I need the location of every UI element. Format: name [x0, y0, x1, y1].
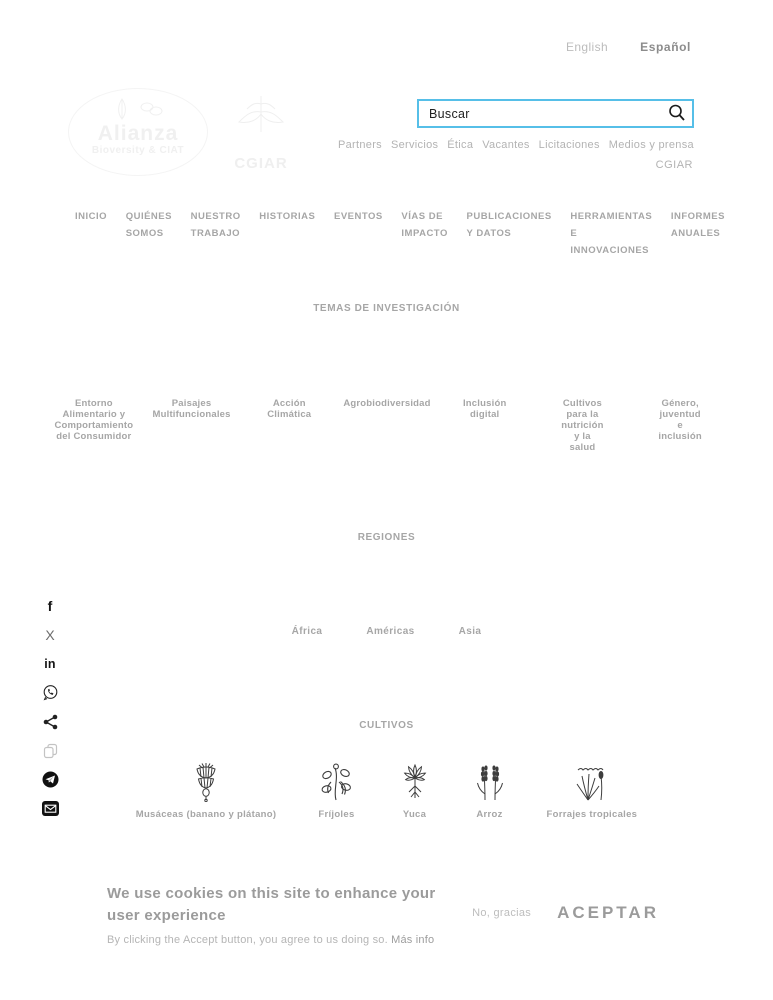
crops-row: Musáceas (banano y plátano) Fríjoles — [0, 762, 773, 820]
telegram-share-button[interactable] — [41, 771, 59, 788]
crop-label: Yuca — [402, 809, 427, 820]
crop-musaceas[interactable]: Musáceas (banano y plátano) — [136, 762, 277, 820]
secondary-nav-cgiar[interactable]: CGIAR — [655, 159, 693, 171]
social-share-bar: f X in — [41, 597, 59, 829]
language-english-link[interactable]: English — [565, 40, 609, 54]
search-input[interactable] — [419, 101, 663, 126]
nav-publicaciones-y-datos[interactable]: PUBLICACIONES Y DATOS — [466, 211, 552, 239]
crop-yuca[interactable]: Yuca — [397, 762, 433, 820]
topic-accion-climatica[interactable]: Acción Climática — [267, 398, 312, 420]
cookie-accept-button[interactable]: ACEPTAR — [557, 903, 659, 922]
cassava-leaf-icon — [397, 762, 433, 802]
region-americas[interactable]: Américas — [366, 626, 415, 637]
topic-cultivos-nutricion-salud[interactable]: Cultivos para la nutrición y la salud — [561, 398, 604, 453]
crop-label: Arroz — [476, 809, 503, 820]
topic-paisajes-multifuncionales[interactable]: Paisajes Multifuncionales — [152, 398, 231, 420]
bean-plant-icon — [319, 762, 353, 802]
topic-inclusion-digital[interactable]: Inclusión digital — [462, 398, 507, 420]
header-logos[interactable]: Alianza Bioversity & CIAT CGIAR — [68, 88, 298, 180]
language-switcher: English Español — [566, 40, 691, 54]
secondary-nav-licitaciones[interactable]: Licitaciones — [538, 139, 600, 151]
topic-genero-juventud-inclusion[interactable]: Género, juventud e inclusión — [658, 398, 702, 442]
cookie-banner-heading: We use cookies on this site to enhance y… — [107, 885, 436, 924]
copy-link-button[interactable] — [41, 742, 59, 759]
crop-frijoles[interactable]: Fríjoles — [318, 762, 354, 820]
nav-herramientas-e-innovaciones[interactable]: HERRAMIENTAS E INNOVACIONES — [570, 211, 653, 256]
crops-heading: CULTIVOS — [359, 720, 414, 731]
cookie-banner-body: By clicking the Accept button, you agree… — [107, 934, 659, 946]
forage-grass-icon — [574, 762, 610, 802]
crop-label: Musáceas (banano y plátano) — [135, 809, 277, 820]
search-button[interactable] — [666, 103, 688, 125]
cgiar-logo-wordmark: CGIAR — [234, 155, 288, 172]
cookie-decline-button[interactable]: No, gracias — [472, 907, 532, 919]
cgiar-logo[interactable]: CGIAR — [228, 92, 294, 176]
cookie-banner-body-text: By clicking the Accept button, you agree… — [107, 934, 392, 946]
regions-heading: REGIONES — [357, 532, 416, 543]
facebook-icon: f — [47, 597, 53, 614]
email-share-button[interactable] — [41, 800, 59, 817]
alliance-bioversity-ciat-logo[interactable]: Alianza Bioversity & CIAT — [68, 88, 208, 176]
nav-informes-anuales[interactable]: INFORMES ANUALES — [670, 211, 725, 239]
regions-row: África Américas Asia — [0, 626, 773, 637]
whatsapp-icon — [43, 685, 57, 701]
secondary-nav-servicios[interactable]: Servicios — [390, 139, 439, 151]
nav-historias[interactable]: HISTORIAS — [259, 211, 316, 222]
banana-flower-icon — [191, 762, 221, 802]
share-button[interactable] — [41, 713, 59, 730]
email-icon — [41, 801, 59, 816]
cookie-banner-actions: No, gracias ACEPTAR — [472, 903, 659, 923]
crop-forrajes[interactable]: Forrajes tropicales — [547, 762, 638, 820]
search-icon — [669, 104, 685, 121]
region-africa[interactable]: África — [291, 626, 323, 637]
cgiar-plant-icon — [237, 96, 285, 132]
search-bar — [417, 99, 694, 128]
alliance-logo-wordmark: Alianza — [97, 122, 179, 145]
crop-arroz[interactable]: Arroz — [475, 762, 505, 820]
secondary-nav-medios-y-prensa[interactable]: Medios y prensa — [608, 139, 694, 151]
language-spanish-link[interactable]: Español — [640, 40, 691, 54]
share-icon — [43, 714, 57, 729]
x-twitter-share-button[interactable]: X — [41, 626, 59, 643]
alliance-logo-subtitle: Bioversity & CIAT — [91, 145, 185, 156]
nav-quienes-somos[interactable]: QUIÉNES SOMOS — [125, 211, 172, 239]
x-twitter-icon: X — [45, 626, 55, 643]
rice-panicle-icon — [475, 762, 505, 802]
secondary-nav: Partners Servicios Ética Vacantes Licita… — [338, 139, 694, 151]
telegram-icon — [42, 771, 58, 788]
cookie-banner: We use cookies on this site to enhance y… — [107, 883, 659, 946]
nav-vias-de-impacto[interactable]: VÍAS DE IMPACTO — [401, 211, 448, 239]
whatsapp-share-button[interactable] — [41, 684, 59, 701]
research-topics-heading: TEMAS DE INVESTIGACIÓN — [313, 303, 460, 314]
crop-label: Fríjoles — [318, 809, 355, 820]
crop-label: Forrajes tropicales — [546, 809, 638, 820]
nav-eventos[interactable]: EVENTOS — [334, 211, 383, 222]
nav-inicio[interactable]: INICIO — [75, 211, 108, 222]
linkedin-share-button[interactable]: in — [41, 655, 59, 672]
nav-nuestro-trabajo[interactable]: NUESTRO TRABAJO — [190, 211, 241, 239]
cookie-more-info-link[interactable]: Más info — [391, 934, 435, 946]
region-asia[interactable]: Asia — [458, 626, 482, 637]
main-nav: INICIO QUIÉNES SOMOS NUESTRO TRABAJO HIS… — [75, 208, 725, 259]
research-topics-row: Entorno Alimentario y Comportamiento del… — [48, 398, 726, 453]
secondary-nav-partners[interactable]: Partners — [338, 139, 382, 151]
topic-entorno-alimentario[interactable]: Entorno Alimentario y Comportamiento del… — [54, 398, 134, 442]
linkedin-icon: in — [44, 656, 56, 671]
secondary-nav-vacantes[interactable]: Vacantes — [482, 139, 530, 151]
secondary-nav-etica[interactable]: Ética — [447, 139, 474, 151]
topic-agrobiodiversidad[interactable]: Agrobiodiversidad — [343, 398, 431, 409]
alliance-leaf-beans-icon — [69, 97, 207, 123]
copy-icon — [43, 743, 57, 758]
facebook-share-button[interactable]: f — [41, 597, 59, 614]
